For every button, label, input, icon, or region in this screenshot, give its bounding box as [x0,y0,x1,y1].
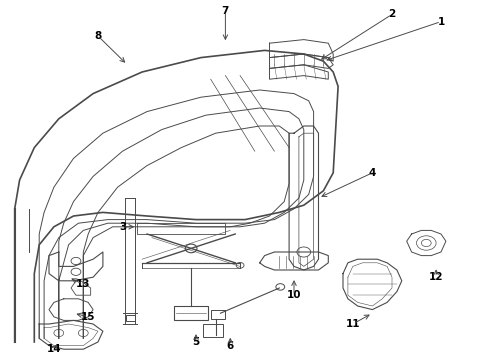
Text: 4: 4 [368,168,376,178]
Text: 10: 10 [287,290,301,300]
Text: 14: 14 [47,344,61,354]
Text: 7: 7 [221,6,229,16]
Bar [126,315,135,321]
Text: 3: 3 [119,222,126,232]
Text: 1: 1 [438,17,444,27]
Text: 13: 13 [76,279,91,289]
Text: 15: 15 [81,312,96,322]
Text: 12: 12 [429,272,443,282]
Bar [211,310,225,319]
Text: 5: 5 [193,337,199,347]
Bar [174,306,208,320]
Bar [203,324,223,337]
Text: 11: 11 [345,319,360,329]
Text: 2: 2 [389,9,395,19]
Text: 8: 8 [95,31,101,41]
Text: 6: 6 [227,341,234,351]
